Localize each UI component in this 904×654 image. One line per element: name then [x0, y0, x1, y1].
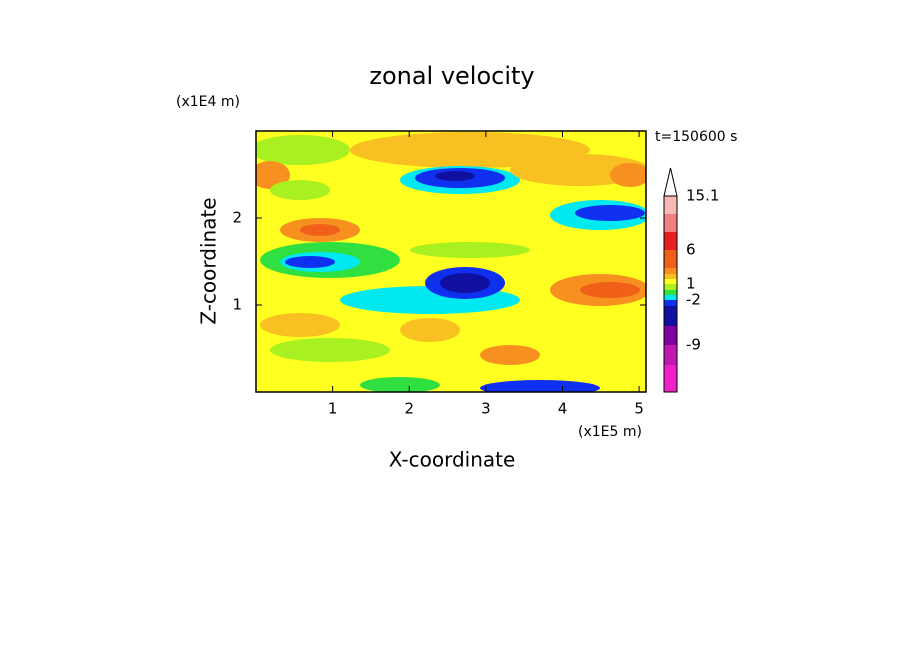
colorbar-label: -9 — [686, 336, 701, 354]
colorbar-band — [664, 345, 677, 365]
colorbar-frame — [663, 195, 678, 393]
y-tick-label: 2 — [232, 209, 242, 227]
x-tick-label: 3 — [481, 400, 491, 418]
colorbar-band — [664, 365, 677, 392]
colorbar-band — [664, 196, 677, 214]
colorbar-band — [664, 232, 677, 250]
colorbar-band — [664, 268, 677, 274]
y-axis-label: Z-coordinate — [197, 197, 221, 324]
colorbar-band — [664, 290, 677, 295]
colorbar-band — [664, 279, 677, 284]
x-tick-label: 5 — [634, 400, 644, 418]
chart-title: zonal velocity — [369, 62, 534, 90]
colorbar-band — [664, 274, 677, 279]
colorbar-band — [664, 326, 677, 345]
colorbar-band — [664, 214, 677, 232]
colorbar-label: -2 — [686, 291, 701, 309]
x-tick-label: 2 — [404, 400, 414, 418]
y-tick-label: 1 — [232, 296, 242, 314]
x-tick-label: 4 — [558, 400, 568, 418]
colorbar-label: 1 — [686, 275, 696, 293]
contour-field — [256, 131, 646, 392]
colorbar-band — [664, 284, 677, 290]
colorbar-band — [664, 250, 677, 268]
colorbar-band — [664, 295, 677, 300]
colorbar-band — [664, 300, 677, 306]
colorbar-label: 6 — [686, 241, 696, 259]
colorbar-band — [664, 306, 677, 326]
colorbar-extend — [663, 167, 678, 197]
plot-frame — [255, 130, 647, 393]
x-axis-label: X-coordinate — [389, 448, 516, 472]
x-tick-label: 1 — [328, 400, 338, 418]
colorbar-label: 15.1 — [686, 187, 719, 205]
y-unit: (x1E4 m) — [176, 94, 240, 110]
x-unit: (x1E5 m) — [578, 424, 642, 440]
time-label: t=150600 s — [655, 129, 737, 145]
